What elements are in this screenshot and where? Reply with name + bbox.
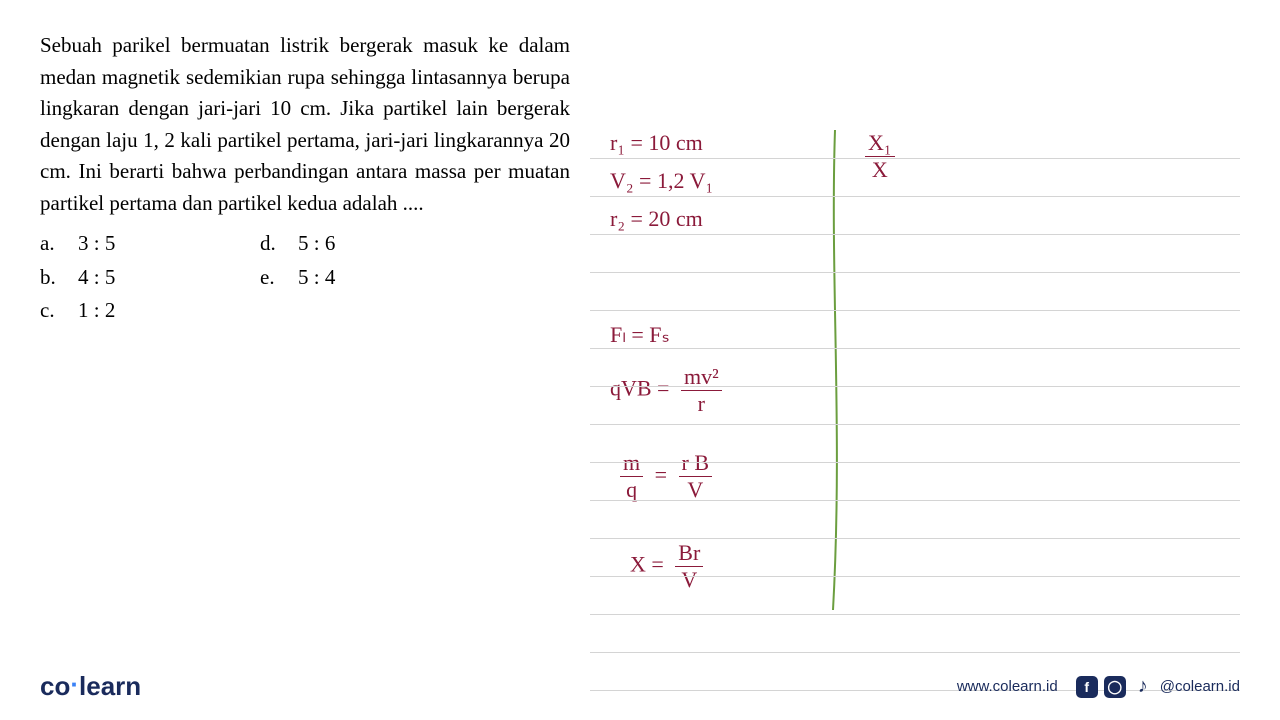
- notebook-rule-line: [590, 386, 1240, 387]
- option-letter: d.: [260, 227, 298, 261]
- fraction-denominator: r: [681, 391, 722, 417]
- brand-logo: co·learn: [40, 671, 141, 702]
- option-value: 5 : 6: [298, 227, 335, 261]
- handwriting-qvb-equation: qVB = mv² r: [610, 364, 722, 417]
- fraction-numerator: X₁: [865, 130, 895, 157]
- handwriting-r2: r₂ = 20 cm: [610, 206, 703, 232]
- option-letter: e.: [260, 261, 298, 295]
- handwriting-area: r₁ = 10 cm V₂ = 1,2 V₁ r₂ = 20 cm X₁ X F…: [590, 30, 1240, 650]
- logo-prefix: co: [40, 671, 70, 701]
- logo-dot-icon: ·: [70, 669, 79, 700]
- option-e: e. 5 : 4: [260, 261, 460, 295]
- notebook-rule-line: [590, 424, 1240, 425]
- notebook-rule-line: [590, 348, 1240, 349]
- handwriting-force-equation: Fₗ = Fₛ: [610, 322, 670, 348]
- handwriting-x-equation: X = Br V: [630, 540, 703, 593]
- fraction-numerator: r B: [679, 450, 713, 477]
- facebook-icon: f: [1076, 676, 1098, 698]
- equation-left: X =: [630, 552, 664, 577]
- handwriting-r1: r₁ = 10 cm: [610, 130, 703, 156]
- option-letter: b.: [40, 261, 78, 295]
- handwriting-x1-fraction: X₁ X: [865, 130, 895, 183]
- footer: co·learn www.colearn.id f ◯ ♪ @colearn.i…: [40, 671, 1240, 702]
- equals-sign: =: [655, 462, 667, 487]
- equation-left: qVB =: [610, 376, 669, 401]
- handwriting-mq-equation: m q = r B V: [620, 450, 712, 503]
- notebook-rule-line: [590, 462, 1240, 463]
- fraction-denominator: V: [675, 567, 703, 593]
- option-letter: a.: [40, 227, 78, 261]
- option-value: 3 : 5: [78, 227, 115, 261]
- notebook-rule-line: [590, 500, 1240, 501]
- notebook-rule-line: [590, 234, 1240, 235]
- notebook-rule-line: [590, 576, 1240, 577]
- social-handle: @colearn.id: [1160, 678, 1240, 695]
- social-icons: f ◯ ♪ @colearn.id: [1076, 676, 1240, 698]
- notebook-rule-line: [590, 158, 1240, 159]
- notebook-rule-line: [590, 538, 1240, 539]
- website-url: www.colearn.id: [957, 678, 1058, 695]
- option-value: 1 : 2: [78, 294, 115, 328]
- instagram-icon: ◯: [1104, 676, 1126, 698]
- tiktok-icon: ♪: [1132, 676, 1154, 698]
- fraction-numerator: Br: [675, 540, 703, 567]
- option-a: a. 3 : 5: [40, 227, 260, 261]
- option-b: b. 4 : 5: [40, 261, 260, 295]
- question-block: Sebuah parikel bermuatan listrik bergera…: [40, 30, 570, 650]
- options-container: a. 3 : 5 b. 4 : 5 c. 1 : 2 d. 5 : 6: [40, 227, 570, 328]
- notebook-rule-line: [590, 614, 1240, 615]
- option-value: 5 : 4: [298, 261, 335, 295]
- notebook-rule-line: [590, 652, 1240, 653]
- handwriting-v2: V₂ = 1,2 V₁: [610, 168, 713, 194]
- notebook-rule-line: [590, 310, 1240, 311]
- option-d: d. 5 : 6: [260, 227, 460, 261]
- notebook-rule-line: [590, 272, 1240, 273]
- fraction-numerator: m: [620, 450, 643, 477]
- option-letter: c.: [40, 294, 78, 328]
- fraction-denominator: X: [865, 157, 895, 183]
- option-value: 4 : 5: [78, 261, 115, 295]
- notebook-rule-line: [590, 196, 1240, 197]
- question-text: Sebuah parikel bermuatan listrik bergera…: [40, 30, 570, 219]
- logo-suffix: learn: [79, 671, 141, 701]
- option-c: c. 1 : 2: [40, 294, 260, 328]
